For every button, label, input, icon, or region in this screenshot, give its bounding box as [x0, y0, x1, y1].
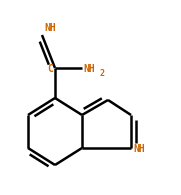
Text: NH: NH	[133, 144, 145, 154]
Text: NH: NH	[83, 64, 95, 74]
Text: C: C	[47, 64, 53, 74]
Text: 2: 2	[100, 68, 105, 77]
Text: NH: NH	[44, 23, 56, 33]
